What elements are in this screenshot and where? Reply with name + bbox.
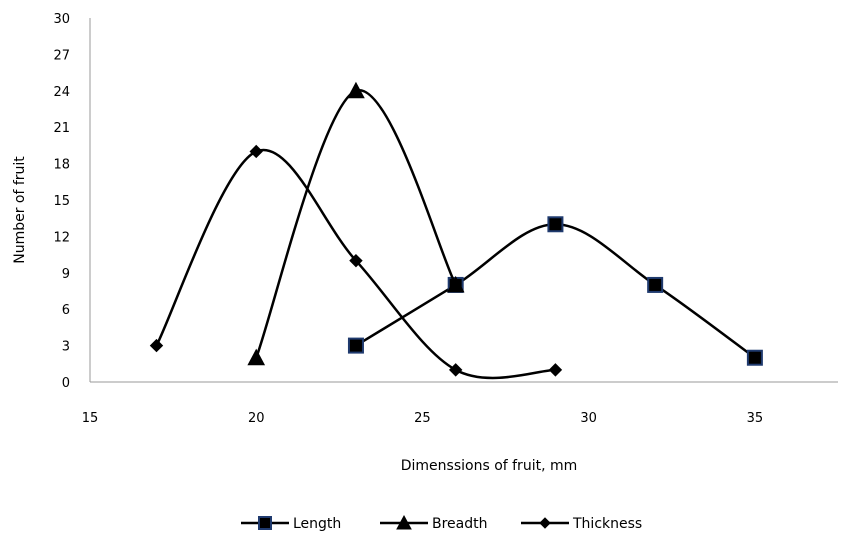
y-tick-label: 0: [62, 376, 70, 391]
x-tick-label: 35: [747, 411, 764, 426]
x-tick-label: 20: [248, 411, 265, 426]
data-point-thickness: [349, 253, 363, 268]
data-point-length: [746, 349, 763, 366]
data-point-breadth: [446, 275, 465, 293]
data-point-thickness: [249, 144, 263, 159]
series-line-thickness: [155, 148, 556, 380]
y-tick-label: 12: [53, 230, 70, 245]
legend: Length Breadth Thickness: [241, 514, 642, 532]
axes: [89, 18, 838, 383]
y-tick-labels: 0 3 6 9 12 15 18 21 24 27 30: [53, 12, 70, 391]
y-axis-title: Number of fruit: [12, 156, 28, 264]
y-tick-label: 24: [53, 85, 70, 100]
data-point-breadth: [347, 81, 365, 99]
data-point-thickness: [448, 363, 463, 377]
y-tick-label: 15: [53, 194, 70, 209]
series-line-breadth: [255, 89, 457, 359]
series-line-length: [355, 223, 756, 359]
y-tick-label: 30: [53, 12, 70, 27]
legend-marker-length: [258, 516, 272, 530]
y-tick-label: 3: [62, 340, 70, 355]
legend-item-thickness: Thickness: [521, 516, 642, 532]
y-tick-label: 9: [62, 267, 70, 282]
data-point-thickness: [548, 363, 563, 377]
series-length: [347, 216, 763, 366]
x-tick-labels: 15 20 25 30 35: [82, 411, 763, 426]
series-breadth: [247, 81, 465, 366]
data-point-breadth: [247, 348, 266, 366]
legend-marker-thickness: [539, 517, 551, 529]
legend-item-length: Length: [241, 516, 341, 532]
y-tick-label: 6: [62, 303, 70, 318]
y-tick-label: 21: [53, 121, 70, 136]
x-tick-label: 15: [82, 411, 99, 426]
legend-label-length: Length: [293, 516, 341, 532]
y-tick-label: 27: [53, 48, 70, 63]
legend-label-thickness: Thickness: [572, 516, 642, 532]
data-point-length: [647, 276, 664, 293]
x-tick-label: 30: [580, 411, 597, 426]
x-axis-title: Dimenssions of fruit, mm: [401, 458, 578, 474]
legend-marker-breadth: [396, 514, 412, 530]
series-layer: [149, 81, 763, 380]
legend-label-breadth: Breadth: [432, 516, 488, 532]
legend-item-breadth: Breadth: [380, 514, 488, 532]
data-point-thickness: [149, 338, 164, 353]
y-tick-label: 18: [53, 158, 70, 173]
data-point-length: [347, 337, 364, 354]
data-point-length: [547, 216, 564, 233]
series-thickness: [149, 144, 563, 380]
x-tick-label: 25: [414, 411, 431, 426]
